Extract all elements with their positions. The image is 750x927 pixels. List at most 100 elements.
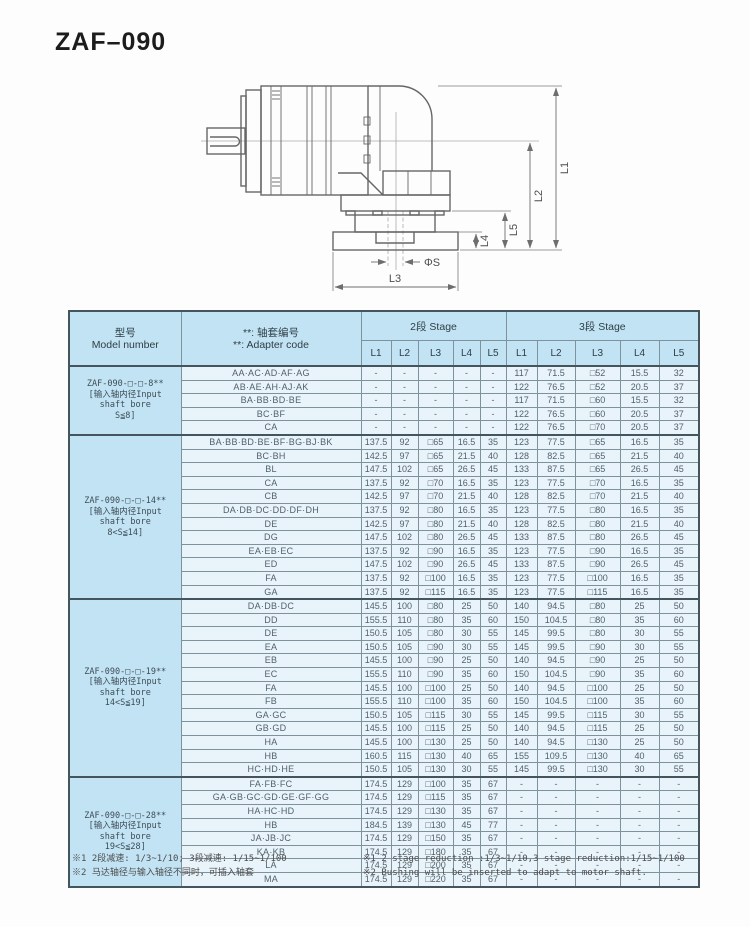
value-cell: -	[505, 790, 538, 805]
value-cell: 50	[658, 680, 700, 696]
value-cell: -	[452, 393, 481, 408]
value-cell: 123	[505, 570, 538, 586]
adapter-code-cell: HA·HC·HD	[180, 804, 362, 819]
value-cell: □130	[417, 762, 454, 778]
value-cell: 145.5	[360, 721, 392, 737]
value-cell: □130	[417, 735, 454, 750]
value-cell: □115	[574, 721, 621, 737]
value-cell: 25	[452, 598, 481, 614]
value-cell: 40	[658, 516, 700, 532]
value-cell: 35	[658, 543, 700, 559]
value-cell: 110	[390, 667, 419, 682]
value-cell: 94.5	[536, 735, 576, 750]
value-cell: 140	[505, 680, 538, 696]
value-cell: 77.5	[536, 475, 576, 491]
value-cell: -	[505, 831, 538, 846]
value-cell: 50	[479, 721, 507, 737]
value-cell: 35	[452, 694, 481, 709]
value-cell: 55	[658, 707, 700, 723]
adapter-code-cell: FA	[180, 570, 362, 586]
value-cell: 160.5	[360, 748, 392, 764]
value-cell: □65	[574, 462, 621, 477]
table-row: FA 137.5 92 □100 16.5 35 123 77.5 □100 16.5 35	[69, 570, 700, 586]
table-row: EC 155.5 110 □90 35 60 150 104.5 □90 35 60	[69, 667, 700, 682]
value-cell: 137.5	[360, 543, 392, 559]
value-cell: 16.5	[452, 502, 481, 518]
table-row: HB 160.5 115 □130 40 65 155 109.5 □130 40 65	[69, 748, 700, 764]
value-cell: 145.5	[360, 598, 392, 614]
adapter-code-cell: JA·JB·JC	[180, 831, 362, 846]
value-cell: 16.5	[452, 584, 481, 600]
table-row: EB 145.5 100 □90 25 50 140 94.5 □90 25 50	[69, 653, 700, 669]
value-cell: -	[505, 775, 538, 792]
value-cell: 35	[658, 570, 700, 586]
value-cell: 20.5	[619, 379, 660, 395]
col-header-model-en: Model number	[91, 338, 159, 351]
extension-lines	[332, 85, 562, 291]
value-cell: □80	[417, 612, 454, 628]
value-cell: -	[619, 831, 660, 846]
value-cell: 50	[658, 653, 700, 669]
value-cell: 104.5	[536, 612, 576, 628]
col-header-adapter: **: 轴套编号 **: Adapter code	[180, 310, 362, 367]
value-cell: 35	[619, 694, 660, 709]
value-cell: -	[390, 420, 419, 436]
value-cell: □130	[574, 762, 621, 778]
col-header-s2-l1: L1	[360, 340, 392, 367]
value-cell: 35	[479, 433, 507, 450]
adapter-code-cell: DG	[180, 530, 362, 545]
value-cell: 137.5	[360, 502, 392, 518]
value-cell: 109.5	[536, 748, 576, 764]
value-cell: 100	[390, 735, 419, 750]
value-cell: 50	[479, 735, 507, 750]
table-row: AB·AE·AH·AJ·AK - - - - -122 76.5 □52 20.5 37	[69, 379, 700, 395]
value-cell: 26.5	[452, 462, 481, 477]
value-cell: 129	[390, 858, 419, 873]
value-cell: -	[360, 406, 392, 422]
value-cell: □200	[417, 858, 454, 873]
value-cell: -	[390, 393, 419, 408]
table-row: HC·HD·HE 150.5 105 □130 30 55 145 99.5 □130 30 55	[69, 762, 700, 778]
value-cell: □180	[417, 844, 454, 860]
value-cell: 60	[658, 667, 700, 682]
value-cell: □90	[574, 557, 621, 572]
value-cell: -	[574, 790, 621, 805]
value-cell: 140	[505, 653, 538, 669]
value-cell: 50	[479, 653, 507, 669]
value-cell: 129	[390, 775, 419, 792]
value-cell: 128	[505, 516, 538, 532]
value-cell: □130	[574, 748, 621, 764]
value-cell: 145	[505, 639, 538, 655]
value-cell: 150	[505, 667, 538, 682]
value-cell: 32	[658, 393, 700, 408]
value-cell: □65	[417, 433, 454, 450]
value-cell: 25	[619, 735, 660, 750]
value-cell: 139	[390, 817, 419, 833]
footnotes-cn: ※1 2段减速: 1/3~1/10; 3段减速: 1/15~1/100 ※2 马…	[72, 852, 287, 880]
value-cell: 145	[505, 626, 538, 641]
value-cell: □115	[417, 707, 454, 723]
model-cell: ZAF-090-□-□-14** [输入轴内径Input shaft bore 8<S…	[68, 433, 182, 600]
value-cell: 55	[479, 626, 507, 641]
adapter-code-cell: CA	[180, 420, 362, 436]
value-cell: -	[536, 790, 576, 805]
value-cell: 105	[390, 639, 419, 655]
value-cell: 123	[505, 543, 538, 559]
table-row: CB 142.5 97 □70 21.5 40 128 82.5 □70 21.5 40	[69, 489, 700, 504]
value-cell: -	[505, 817, 538, 833]
col-header-s3-l4: L4	[619, 340, 660, 367]
value-cell: 77.5	[536, 584, 576, 600]
value-cell: -	[417, 379, 454, 395]
adapter-code-cell: MA	[180, 871, 362, 888]
value-cell: □70	[417, 475, 454, 491]
value-cell: 50	[479, 680, 507, 696]
value-cell: 35	[658, 475, 700, 491]
value-cell: 150.5	[360, 639, 392, 655]
value-cell: 142.5	[360, 489, 392, 504]
value-cell: □90	[574, 543, 621, 559]
col-header-s2-l5: L5	[479, 340, 507, 367]
value-cell: 35	[452, 844, 481, 860]
value-cell: 60	[658, 612, 700, 628]
part-outlines	[206, 85, 459, 251]
adapter-code-cell: BA·BB·BD·BE	[180, 393, 362, 408]
